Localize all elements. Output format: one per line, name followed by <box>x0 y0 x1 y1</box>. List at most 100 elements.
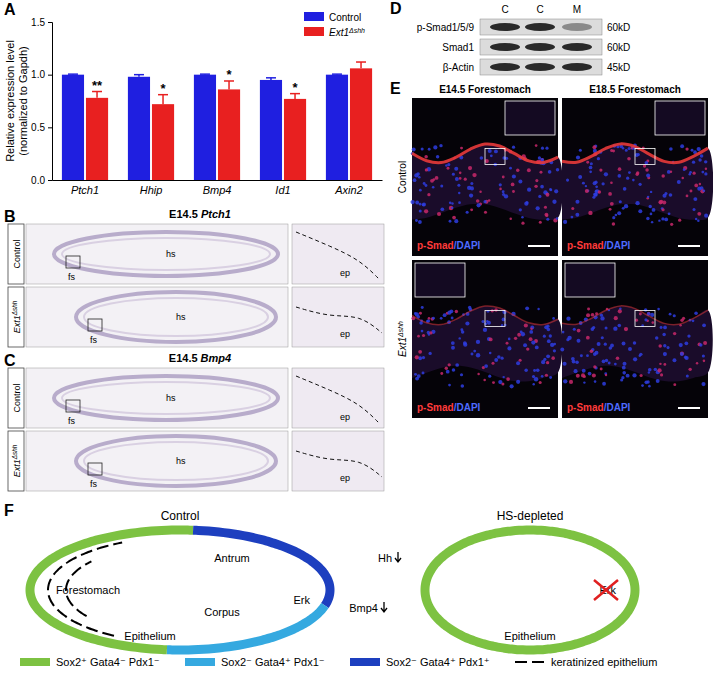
text-part: Ext1 <box>12 459 22 477</box>
inset-box <box>66 256 80 268</box>
nucleus <box>646 173 650 177</box>
error-bar <box>158 95 168 104</box>
nucleus <box>541 375 544 378</box>
error-cap <box>332 73 342 75</box>
bar <box>86 98 108 180</box>
nucleus <box>672 358 676 362</box>
nucleus <box>586 313 590 317</box>
nucleus <box>419 312 422 315</box>
stain-label: p-Smad/DAPI <box>417 402 481 413</box>
bar <box>194 75 216 180</box>
panel-title: E14.5 Bmp4 <box>169 352 231 364</box>
nucleus <box>440 372 443 375</box>
nucleus <box>470 208 473 211</box>
stomach-segment <box>30 530 193 650</box>
nucleus <box>414 173 418 177</box>
tissue-outline <box>76 436 276 486</box>
nucleus <box>644 318 647 321</box>
nucleus <box>597 157 600 160</box>
nucleus <box>595 190 598 193</box>
nucleus <box>458 337 460 339</box>
nucleus <box>627 157 631 161</box>
nucleus <box>566 317 570 321</box>
nucleus <box>593 365 596 368</box>
epithelium-boundary <box>296 451 382 477</box>
tissue-outline <box>76 292 276 342</box>
text-part: p-Smad <box>417 402 454 413</box>
nucleus <box>419 189 422 192</box>
nucleus <box>594 193 598 197</box>
panel-label: F <box>4 502 14 519</box>
nucleus <box>464 178 467 181</box>
nucleus <box>428 317 431 320</box>
text-part: E14.5 <box>169 208 198 220</box>
nucleus <box>451 317 454 320</box>
tissue-outline <box>54 376 278 420</box>
nucleus <box>579 149 582 152</box>
tick-mark <box>48 22 52 23</box>
nucleus <box>583 381 585 383</box>
nucleus <box>623 362 627 366</box>
legend-label: keratinized epithelium <box>551 656 657 668</box>
nucleus <box>480 156 484 160</box>
nucleus <box>696 362 698 364</box>
inset <box>655 101 705 135</box>
scale-bar <box>528 245 550 247</box>
diagram-label: Bmp4 <box>349 602 378 614</box>
nucleus <box>523 343 527 347</box>
nucleus <box>556 168 559 171</box>
nucleus <box>668 212 671 215</box>
nucleus <box>476 203 480 207</box>
nucleus <box>691 149 694 152</box>
nucleus <box>684 356 687 359</box>
nucleus <box>536 206 540 210</box>
nucleus <box>616 356 620 360</box>
tissue <box>412 306 562 382</box>
nucleus <box>619 200 622 203</box>
nucleus <box>661 174 664 177</box>
error-cap <box>266 77 276 79</box>
nucleus <box>421 306 424 309</box>
legend-swatch <box>304 12 324 21</box>
nucleus <box>458 192 460 194</box>
nucleus <box>419 203 422 206</box>
bar <box>260 80 282 180</box>
tick-mark <box>48 75 52 76</box>
nucleus <box>593 181 597 185</box>
nucleus <box>689 171 692 174</box>
nucleus <box>592 145 596 149</box>
nucleus <box>481 320 484 323</box>
nucleus <box>678 219 681 222</box>
panel-label: D <box>390 0 402 17</box>
nucleus <box>680 352 684 356</box>
nucleus <box>468 306 471 309</box>
nucleus <box>512 146 515 149</box>
nucleus <box>463 341 467 345</box>
nucleus <box>628 347 632 351</box>
nucleus <box>514 337 517 340</box>
image-label: fs <box>68 416 76 426</box>
nucleus <box>537 308 539 310</box>
nucleus <box>680 351 684 355</box>
nucleus <box>608 362 611 365</box>
nucleus <box>519 359 522 362</box>
nucleus <box>459 177 462 180</box>
nucleus <box>663 352 667 356</box>
stomach-segment <box>425 530 635 650</box>
nucleus <box>415 377 419 381</box>
nucleus <box>508 338 511 341</box>
nucleus <box>563 220 567 224</box>
nucleus <box>633 357 637 361</box>
nucleus <box>490 154 493 157</box>
text-sup: Δshh <box>11 300 18 316</box>
nucleus <box>510 384 514 388</box>
nucleus <box>575 213 579 217</box>
text-part: Control <box>12 239 22 268</box>
blot-size: 60kD <box>607 22 630 33</box>
nucleus <box>546 361 549 364</box>
nucleus <box>454 219 458 223</box>
nucleus <box>664 218 668 222</box>
stain-label: p-Smad/DAPI <box>567 240 631 251</box>
inset <box>292 224 384 284</box>
legend-swatch <box>350 658 380 666</box>
